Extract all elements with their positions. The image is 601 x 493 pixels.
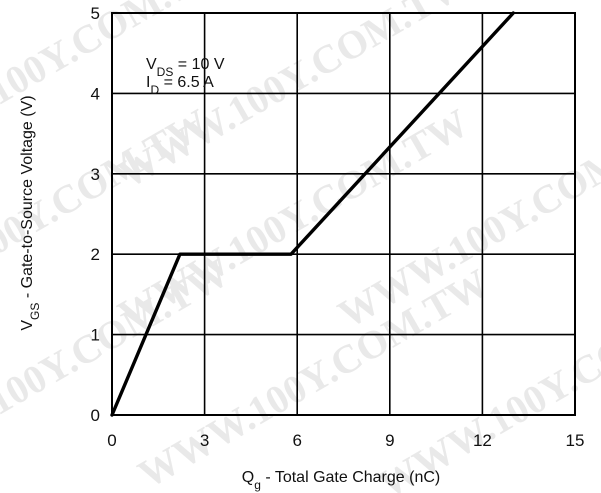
- y-axis-label: VGS - Gate-to-Source Voltage (V): [19, 95, 42, 330]
- annotation-vds: VDS = 10 V: [146, 56, 225, 79]
- annotation-box: VDS = 10 V ID = 6.5 A: [146, 56, 225, 97]
- series-line: [110, 11, 515, 417]
- x-tick-label: 3: [200, 431, 209, 450]
- x-tick-label: 9: [385, 431, 394, 450]
- x-tick-label: 12: [473, 431, 492, 450]
- x-tick-label: 0: [107, 431, 116, 450]
- y-tick-label: 5: [91, 4, 100, 23]
- y-tick-label: 2: [91, 245, 100, 264]
- x-axis-label: Qg - Total Gate Charge (nC): [242, 469, 440, 492]
- y-tick-label: 1: [91, 326, 100, 345]
- series-layer: [110, 11, 515, 417]
- grid-layer: [112, 13, 575, 415]
- y-tick-label: 0: [91, 406, 100, 425]
- x-tick-label: 15: [566, 431, 585, 450]
- y-tick-label: 3: [91, 165, 100, 184]
- annotation-id: ID = 6.5 A: [146, 74, 214, 97]
- plot-frame: [111, 12, 576, 416]
- y-tick-label: 4: [91, 84, 100, 103]
- x-tick-label: 6: [292, 431, 301, 450]
